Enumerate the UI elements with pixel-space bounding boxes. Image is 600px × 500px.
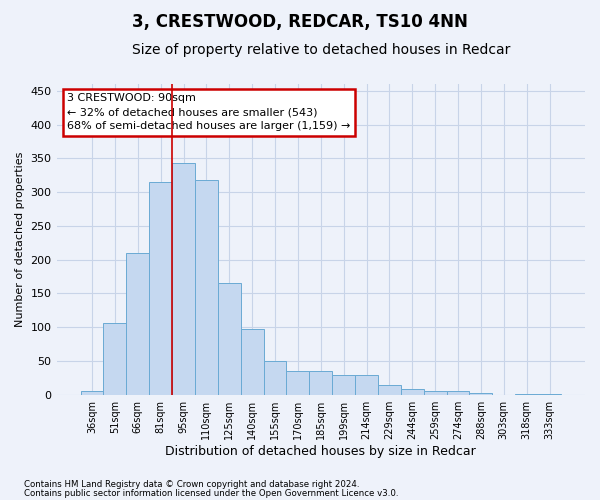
Bar xyxy=(149,182,172,394)
Text: 3, CRESTWOOD, REDCAR, TS10 4NN: 3, CRESTWOOD, REDCAR, TS10 4NN xyxy=(132,12,468,30)
Text: Contains public sector information licensed under the Open Government Licence v3: Contains public sector information licen… xyxy=(24,488,398,498)
Bar xyxy=(446,392,469,394)
Bar xyxy=(286,371,310,394)
Bar xyxy=(241,329,263,394)
Bar xyxy=(195,180,218,394)
X-axis label: Distribution of detached houses by size in Redcar: Distribution of detached houses by size … xyxy=(166,444,476,458)
Bar xyxy=(80,392,103,394)
Bar xyxy=(263,361,286,394)
Text: Contains HM Land Registry data © Crown copyright and database right 2024.: Contains HM Land Registry data © Crown c… xyxy=(24,480,359,489)
Bar xyxy=(401,390,424,394)
Text: 3 CRESTWOOD: 90sqm
← 32% of detached houses are smaller (543)
68% of semi-detach: 3 CRESTWOOD: 90sqm ← 32% of detached hou… xyxy=(67,94,350,132)
Bar xyxy=(424,392,446,394)
Bar xyxy=(378,384,401,394)
Bar xyxy=(310,371,332,394)
Bar xyxy=(332,375,355,394)
Bar xyxy=(355,375,378,394)
Bar xyxy=(218,284,241,395)
Title: Size of property relative to detached houses in Redcar: Size of property relative to detached ho… xyxy=(131,42,510,56)
Bar xyxy=(127,253,149,394)
Bar xyxy=(172,163,195,394)
Bar xyxy=(103,323,127,394)
Y-axis label: Number of detached properties: Number of detached properties xyxy=(15,152,25,327)
